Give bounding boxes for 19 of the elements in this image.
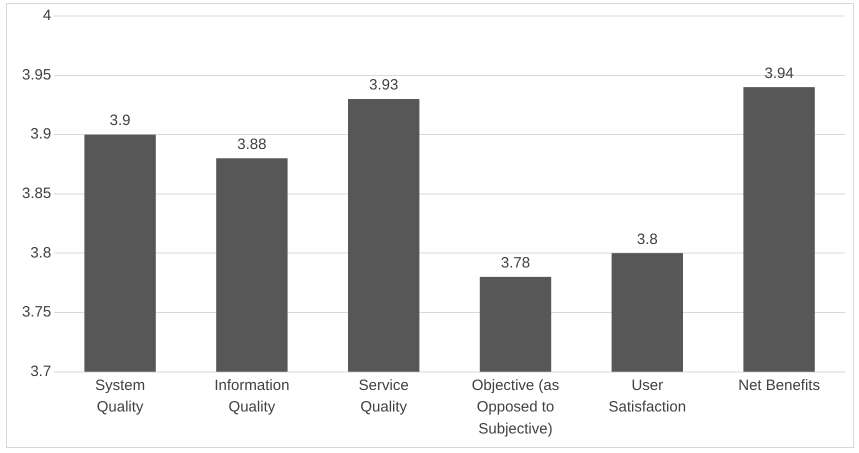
y-tick-label: 4 [42,7,52,24]
x-tick-label: Information Quality [214,376,290,416]
x-tick-label: Net Benefits [738,376,820,394]
y-tick-label: 3.9 [30,126,52,143]
x-tick-label: User Satisfaction [608,376,686,416]
y-tick-label: 3.85 [22,185,52,202]
y-tick-label: 3.8 [30,244,52,262]
data-label: 3.88 [237,136,266,153]
data-label: 3.78 [500,254,530,272]
data-label: 3.9 [110,112,131,130]
y-tick-label: 3.7 [30,362,52,380]
y-tick-label: 3.75 [22,304,52,321]
x-tick-label: Objective (as Opposed to Subjective) [472,376,560,438]
data-label: 3.94 [764,64,794,82]
data-label: 3.8 [636,230,658,248]
y-tick-label: 3.95 [22,66,52,84]
data-label: 3.93 [369,76,398,94]
x-tick-label: System Quality [95,376,146,416]
x-tick-label: Service Quality [358,376,409,416]
